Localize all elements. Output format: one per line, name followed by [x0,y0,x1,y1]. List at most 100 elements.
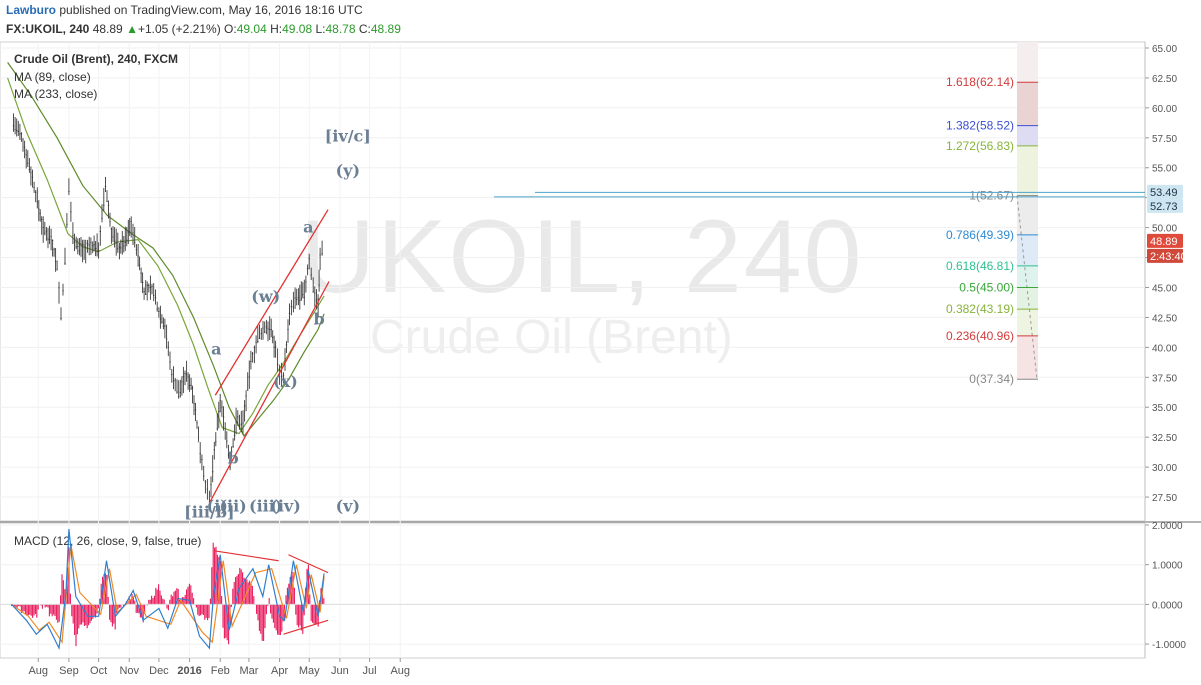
wave-label: (v) [336,496,360,515]
macd-signal-line [11,544,325,644]
price-tick-label: 45.00 [1152,283,1177,294]
change-arrow-icon: ▲ [126,22,138,36]
macd-legend: MACD (12, 26, close, 9, false, true) [14,534,201,548]
time-tick-label: Oct [90,665,107,677]
time-tick-label: Jul [363,665,377,677]
level1-tag: 53.49 [1150,187,1178,199]
time-tick-label: 2016 [177,665,201,677]
macd-histogram [11,542,325,647]
time-tick-label: Apr [271,665,288,677]
fib-zone-1382 [1017,125,1038,146]
chart-header: Lawburo published on TradingView.com, Ma… [0,0,1201,42]
price-tick-label: 65.00 [1152,44,1177,55]
level2-tag: 52.73 [1150,201,1178,213]
wave-label: (iv) [270,496,301,515]
watermark-symbol: UKOIL, 240 [300,199,864,315]
wave-label: [iv/c] [325,126,371,145]
time-tick-label: Feb [211,665,230,677]
channel-upper-line [214,209,329,396]
wave-label: [iii/b] [184,502,234,521]
time-tick-label: Aug [28,665,48,677]
price-tick-label: 37.50 [1152,373,1177,384]
price-tick-label: 40.00 [1152,343,1177,354]
price-tick-label: 62.50 [1152,74,1177,85]
macd-tick-label: 2.0000 [1152,521,1183,532]
wave-label: (i) [207,496,228,515]
time-tick-label: Sep [59,665,79,677]
publish-info: published on TradingView.com, May 16, 20… [59,3,363,17]
price-tick-label: 35.00 [1152,403,1177,414]
price-tick-label: 50.00 [1152,224,1177,235]
high-value: 49.08 [282,22,313,36]
time-tick-label: Mar [239,665,258,677]
fib-level-label: 0.618(46.81) [946,259,1014,273]
wave-label: a [211,340,221,359]
price-bars [12,113,323,506]
wave-label: (y) [336,161,360,180]
low-value: 48.78 [325,22,356,36]
macd-tick-label: 0.0000 [1152,600,1183,611]
author-link[interactable]: Lawburo [6,3,56,17]
fib-zone-618 [1017,265,1038,288]
fib-level-label: 0.236(40.96) [946,329,1014,343]
macd-tick-label: 1.0000 [1152,561,1183,572]
price-tick-label: 60.00 [1152,104,1177,115]
price-tick-label: 55.00 [1152,164,1177,175]
last-price-tag-bg [1147,233,1183,248]
fib-zone-1 [1017,195,1038,235]
macd-divergence-line [288,554,329,574]
time-tick-label: Jun [331,665,349,677]
wave-label: (ii) [219,496,246,515]
fib-zone-786 [1017,234,1038,266]
wave-label: a [303,217,313,236]
price-tick-label: 30.00 [1152,463,1177,474]
wave-label: b [314,310,325,329]
time-tick-label: Dec [149,665,169,677]
macd-divergence-line [214,550,279,562]
last-price-tag: 48.89 [1150,236,1178,248]
fib-zone-1618 [1017,82,1038,126]
time-tick-label: Nov [119,665,139,677]
price-tick-label: 57.50 [1152,134,1177,145]
legend-ma233[interactable]: MA (233, close) [14,87,98,101]
price-tick-label: 32.50 [1152,433,1177,444]
quote-line: FX:UKOIL, 240 48.89 ▲+1.05 (+2.21%) O:49… [6,22,401,36]
wave-label: (x) [273,372,298,391]
wave-label: (w) [251,287,280,306]
fib-zone-236 [1017,335,1038,380]
fib-level-label: 1.272(56.83) [946,139,1014,153]
fib-level-label: 0.5(45.00) [959,280,1014,294]
countdown-tag-bg [1147,248,1183,263]
channel-lower-line [208,281,330,504]
symbol-label: FX:UKOIL, 240 [6,22,90,36]
wave-label: b [227,449,238,468]
time-tick-label: Aug [390,665,410,677]
last-price: 48.89 [92,22,123,36]
fib-level-label: 1(52.67) [969,189,1014,203]
ma89-line [7,77,325,435]
open-value: 49.04 [236,22,267,36]
price-tick-label: 27.50 [1152,493,1177,504]
fib-zone-1272 [1017,145,1038,196]
legend-ma89[interactable]: MA (89, close) [14,70,91,84]
fib-level-label: 0.786(49.39) [946,228,1014,242]
price-change: +1.05 (+2.21%) [137,22,221,36]
fib-level-label: 1.382(58.52) [946,119,1014,133]
fib-level-label: 1.618(62.14) [946,75,1014,89]
close-value: 48.89 [370,22,401,36]
fib-zone-382 [1017,309,1038,336]
price-tick-label: 42.50 [1152,313,1177,324]
legend-title: Crude Oil (Brent), 240, FXCM [14,52,179,66]
macd-divergence-line [283,619,329,635]
level1-tag-bg [1147,184,1183,199]
macd-tick-label: -1.0000 [1152,640,1186,651]
fib-zone-5 [1017,287,1038,310]
level2-tag-bg [1147,198,1183,213]
wave-label: (iii) [249,496,282,515]
countdown-tag: 2:43:40 [1150,251,1187,263]
ohlc-values: O:49.04 H:49.08 L:48.78 C:48.89 [224,22,401,36]
watermark-name: Crude Oil (Brent) [370,311,733,364]
ma233-line [7,62,325,438]
publish-line: Lawburo published on TradingView.com, Ma… [6,3,363,17]
